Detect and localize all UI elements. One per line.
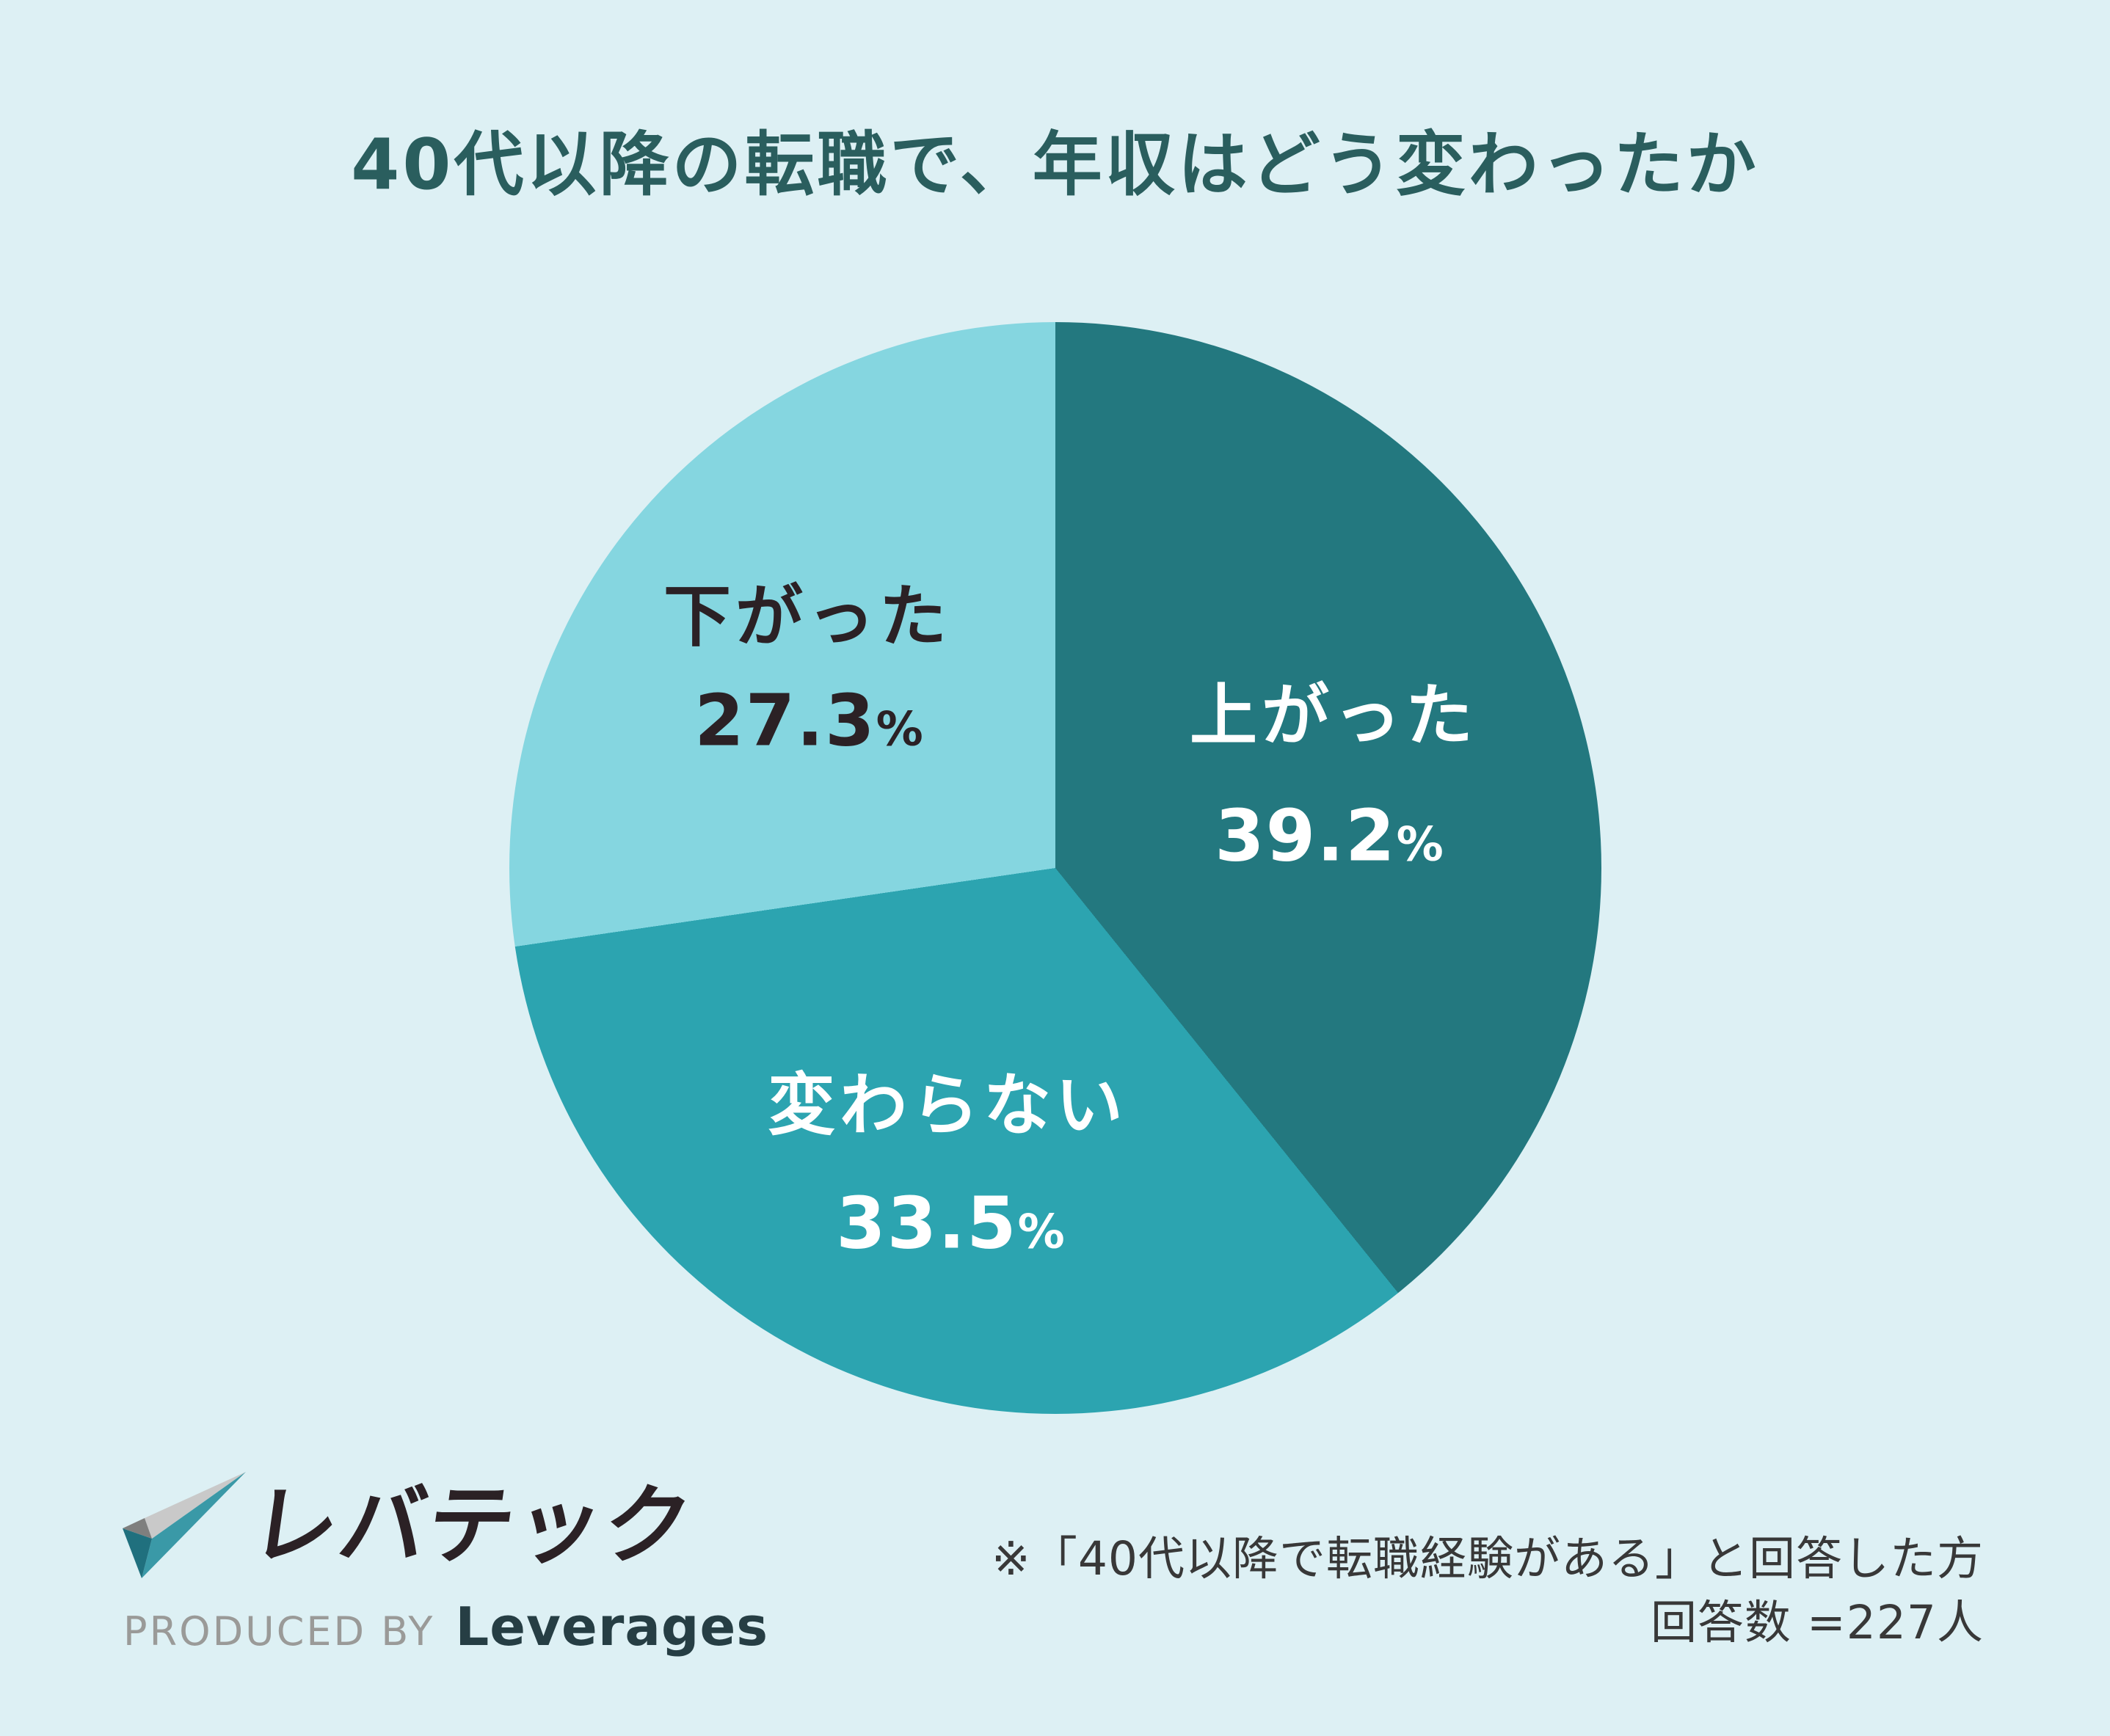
- pie-chart: [509, 322, 1601, 1414]
- footnote: ※「40代以降で転職経験がある」と回答した方 回答数 =227人: [992, 1528, 1984, 1655]
- pie-slice-label-unchanged: 変わらない: [767, 1066, 1128, 1145]
- pie-slice-value-number: 27.3: [694, 679, 876, 762]
- footnote-line1: ※「40代以降で転職経験がある」と回答した方: [992, 1532, 1984, 1586]
- pie-slice-value-increased: 39.2%: [1215, 800, 1444, 872]
- pie-slice-value-decreased: 27.3%: [694, 685, 924, 756]
- percent-unit: %: [876, 702, 925, 757]
- pie-slice-label-decreased: 下がった: [663, 577, 952, 656]
- pie-slice-value-unchanged: 33.5%: [836, 1188, 1066, 1259]
- pie-slice-value-number: 39.2: [1215, 794, 1397, 878]
- brand-wordmark: レバテック: [244, 1475, 699, 1576]
- logo-subline: PRODUCED BY Leverages: [123, 1596, 768, 1657]
- footnote-line2: 回答数 =227人: [1650, 1595, 1984, 1649]
- page-title: 40代以降の転職で、年収はどう変わったか: [351, 125, 1759, 205]
- levtech-checkmark-icon: [123, 1472, 246, 1578]
- pie-slice-label-increased: 上がった: [1189, 676, 1478, 755]
- percent-unit: %: [1396, 817, 1445, 872]
- pie-slice-value-number: 33.5: [836, 1181, 1018, 1265]
- produced-by-text: PRODUCED BY: [123, 1608, 435, 1655]
- company-name: Leverages: [455, 1596, 769, 1657]
- percent-unit: %: [1017, 1205, 1066, 1260]
- brand-logo: レバテック PRODUCED BY Leverages: [114, 1467, 774, 1710]
